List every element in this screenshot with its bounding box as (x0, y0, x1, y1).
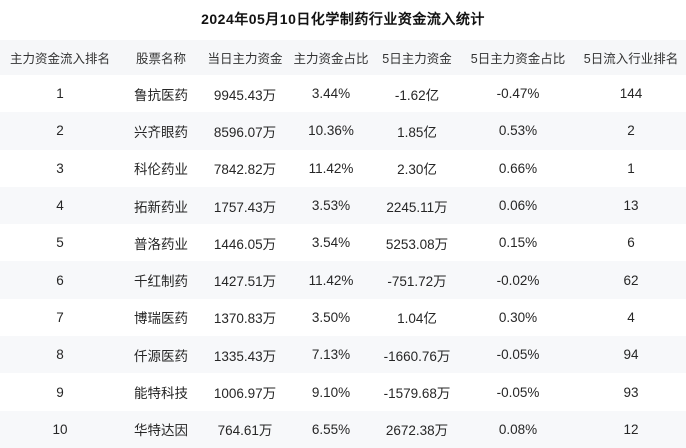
cell-rank: 2 (0, 112, 120, 150)
cell-five_day_main_fund: -1579.68万 (374, 373, 460, 411)
column-header-five_day_industry_rank: 5日流入行业排名 (576, 40, 686, 75)
cell-stock_name: 千红制药 (120, 261, 202, 299)
cell-five_day_main_fund: -1660.76万 (374, 336, 460, 374)
cell-rank: 1 (0, 75, 120, 113)
cell-five_day_main_fund_ratio: 0.66% (460, 149, 576, 187)
table-row: 9 能特科技 1006.97万 9.10% -1579.68万 -0.05% 93 (0, 373, 686, 411)
column-header-day_main_fund: 当日主力资金 (202, 40, 288, 75)
cell-five_day_main_fund_ratio: 0.06% (460, 186, 576, 225)
cell-stock_name: 兴齐眼药 (120, 112, 202, 150)
column-header-five_day_main_fund: 5日主力资金 (374, 40, 460, 75)
cell-stock_name: 华特达因 (120, 410, 202, 448)
cell-stock_name: 拓新药业 (120, 186, 202, 225)
table-row: 6 千红制药 1427.51万 11.42% -751.72万 -0.02% 62 (0, 261, 686, 299)
table-row: 8 仟源医药 1335.43万 7.13% -1660.76万 -0.05% 94 (0, 336, 686, 374)
cell-main_fund_ratio: 3.54% (288, 224, 374, 262)
cell-main_fund_ratio: 11.42% (288, 261, 374, 299)
cell-main_fund_ratio: 11.42% (288, 149, 374, 187)
table-row: 10 华特达因 764.61万 6.55% 2672.38万 0.08% 12 (0, 410, 686, 448)
cell-five_day_main_fund: 1.85亿 (374, 112, 460, 150)
cell-stock_name: 能特科技 (120, 373, 202, 411)
cell-five_day_industry_rank: 2 (576, 112, 686, 150)
column-header-main_fund_ratio: 主力资金占比 (288, 40, 374, 75)
cell-five_day_industry_rank: 1 (576, 149, 686, 187)
cell-stock_name: 普洛药业 (120, 224, 202, 262)
cell-five_day_main_fund_ratio: 0.15% (460, 224, 576, 262)
cell-rank: 8 (0, 336, 120, 374)
fund-flow-table: 主力资金流入排名 股票名称 当日主力资金 主力资金占比 5日主力资金 5日主力资金占比 5日… (0, 40, 686, 448)
cell-five_day_industry_rank: 93 (576, 373, 686, 411)
cell-main_fund_ratio: 6.55% (288, 410, 374, 448)
table-row: 3 科伦药业 7842.82万 11.42% 2.30亿 0.66% 1 (0, 149, 686, 187)
cell-five_day_main_fund: 2245.11万 (374, 186, 460, 225)
cell-rank: 3 (0, 149, 120, 187)
cell-rank: 10 (0, 410, 120, 448)
cell-rank: 4 (0, 186, 120, 225)
cell-five_day_industry_rank: 13 (576, 186, 686, 225)
cell-rank: 9 (0, 373, 120, 411)
cell-five_day_main_fund_ratio: 0.08% (460, 410, 576, 448)
page-title: 2024年05月10日化学制药行业资金流入统计 (201, 11, 485, 27)
cell-day_main_fund: 1446.05万 (202, 224, 288, 262)
cell-stock_name: 鲁抗医药 (120, 75, 202, 113)
cell-five_day_main_fund_ratio: 0.53% (460, 112, 576, 150)
cell-stock_name: 科伦药业 (120, 149, 202, 187)
column-header-rank: 主力资金流入排名 (0, 40, 120, 75)
cell-main_fund_ratio: 7.13% (288, 336, 374, 374)
cell-rank: 6 (0, 261, 120, 299)
cell-five_day_industry_rank: 94 (576, 336, 686, 374)
cell-five_day_industry_rank: 62 (576, 261, 686, 299)
table-header-row: 主力资金流入排名 股票名称 当日主力资金 主力资金占比 5日主力资金 5日主力资金占比 5日… (0, 40, 686, 75)
cell-five_day_main_fund: 2.30亿 (374, 149, 460, 187)
cell-five_day_main_fund_ratio: -0.05% (460, 336, 576, 374)
cell-stock_name: 仟源医药 (120, 336, 202, 374)
cell-five_day_main_fund: -1.62亿 (374, 75, 460, 113)
table-header: 主力资金流入排名 股票名称 当日主力资金 主力资金占比 5日主力资金 5日主力资金占比 5日… (0, 40, 686, 75)
column-header-stock_name: 股票名称 (120, 40, 202, 75)
cell-five_day_main_fund: 5253.08万 (374, 224, 460, 262)
cell-five_day_industry_rank: 12 (576, 410, 686, 448)
cell-main_fund_ratio: 9.10% (288, 373, 374, 411)
cell-main_fund_ratio: 3.53% (288, 186, 374, 225)
cell-rank: 7 (0, 298, 120, 337)
cell-five_day_main_fund_ratio: 0.30% (460, 298, 576, 337)
cell-five_day_main_fund: -751.72万 (374, 261, 460, 299)
table-row: 4 拓新药业 1757.43万 3.53% 2245.11万 0.06% 13 (0, 186, 686, 225)
cell-stock_name: 博瑞医药 (120, 298, 202, 337)
cell-day_main_fund: 9945.43万 (202, 75, 288, 113)
cell-five_day_industry_rank: 6 (576, 224, 686, 262)
cell-rank: 5 (0, 224, 120, 262)
cell-five_day_main_fund_ratio: -0.02% (460, 261, 576, 299)
cell-day_main_fund: 1757.43万 (202, 186, 288, 225)
column-header-five_day_main_fund_ratio: 5日主力资金占比 (460, 40, 576, 75)
cell-day_main_fund: 764.61万 (202, 410, 288, 448)
table-row: 1 鲁抗医药 9945.43万 3.44% -1.62亿 -0.47% 144 (0, 75, 686, 113)
cell-day_main_fund: 1370.83万 (202, 298, 288, 337)
cell-five_day_industry_rank: 144 (576, 75, 686, 113)
cell-day_main_fund: 8596.07万 (202, 112, 288, 150)
cell-day_main_fund: 1427.51万 (202, 261, 288, 299)
cell-main_fund_ratio: 3.50% (288, 298, 374, 337)
table-body: 1 鲁抗医药 9945.43万 3.44% -1.62亿 -0.47% 144 2 兴齐眼药 85… (0, 75, 686, 448)
cell-five_day_main_fund_ratio: -0.05% (460, 373, 576, 411)
cell-five_day_main_fund_ratio: -0.47% (460, 75, 576, 113)
cell-day_main_fund: 7842.82万 (202, 149, 288, 187)
cell-five_day_industry_rank: 4 (576, 298, 686, 337)
cell-five_day_main_fund: 2672.38万 (374, 410, 460, 448)
cell-main_fund_ratio: 3.44% (288, 75, 374, 113)
table-row: 7 博瑞医药 1370.83万 3.50% 1.04亿 0.30% 4 (0, 298, 686, 337)
table-row: 5 普洛药业 1446.05万 3.54% 5253.08万 0.15% 6 (0, 224, 686, 262)
cell-main_fund_ratio: 10.36% (288, 112, 374, 150)
table-row: 2 兴齐眼药 8596.07万 10.36% 1.85亿 0.53% 2 (0, 112, 686, 150)
cell-five_day_main_fund: 1.04亿 (374, 298, 460, 337)
cell-day_main_fund: 1335.43万 (202, 336, 288, 374)
cell-day_main_fund: 1006.97万 (202, 373, 288, 411)
